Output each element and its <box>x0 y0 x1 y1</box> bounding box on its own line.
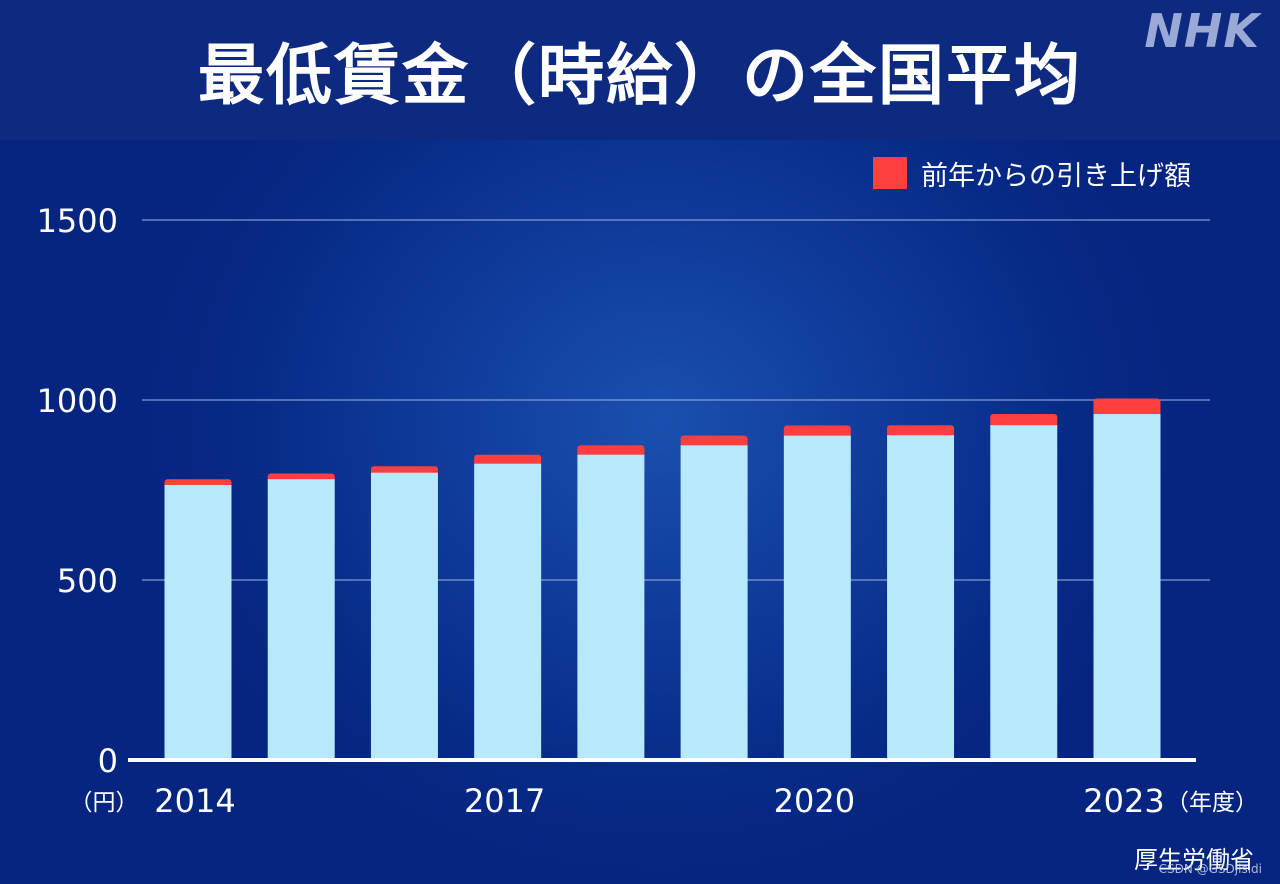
bar-base-2023 <box>1093 414 1161 760</box>
legend-swatch <box>873 157 907 189</box>
bar-base-2022 <box>990 425 1058 760</box>
legend-label: 前年からの引き上げ額 <box>921 160 1191 192</box>
bar-increase-2023 <box>1093 398 1161 418</box>
bar-increase-2022 <box>990 414 1058 429</box>
page-title: 最低賃金（時給）の全国平均 <box>198 37 1082 114</box>
source-label: 厚生労働省 <box>1134 846 1254 874</box>
bar-base-2015 <box>267 479 335 760</box>
bar-increase-2018 <box>577 445 645 458</box>
bar-increase-2019 <box>680 435 748 449</box>
x-axis-unit-label: （年度） <box>1166 790 1258 816</box>
watermark: CSDN @GSDjisidi <box>1158 862 1262 876</box>
bar-increase-2021 <box>887 425 955 439</box>
y-tick-label: 500 <box>57 562 118 600</box>
bar-base-2018 <box>577 454 645 760</box>
bar-base-2020 <box>783 435 851 760</box>
bar-base-2021 <box>887 435 955 760</box>
y-axis-unit-label: （円） <box>70 790 139 816</box>
legend: 前年からの引き上げ額 <box>873 155 1191 192</box>
x-tick-label: 2020 <box>774 782 855 820</box>
bar-base-2016 <box>370 472 438 760</box>
bar-base-2014 <box>164 484 232 760</box>
title-bar <box>0 0 1280 140</box>
x-tick-label: 2017 <box>464 782 545 820</box>
bar-increase-2020 <box>783 425 851 439</box>
x-tick-label: 2014 <box>154 782 235 820</box>
bar-base-2019 <box>680 445 748 760</box>
x-tick-label: 2023 <box>1083 782 1164 820</box>
y-tick-label: 1000 <box>37 382 118 420</box>
y-tick-label: 1500 <box>37 202 118 240</box>
bar-base-2017 <box>474 463 542 760</box>
y-tick-label: 0 <box>98 742 118 780</box>
nhk-logo: NHK <box>1144 4 1260 58</box>
